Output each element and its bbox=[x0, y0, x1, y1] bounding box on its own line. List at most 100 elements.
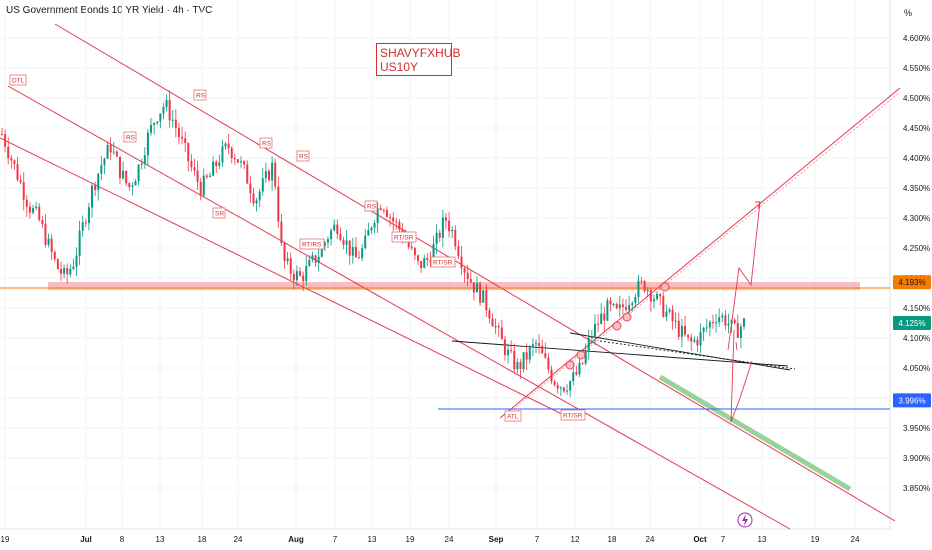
lightning-icon[interactable] bbox=[737, 512, 753, 528]
candle-body bbox=[227, 143, 230, 149]
candle-body bbox=[202, 175, 205, 196]
candle-body bbox=[696, 339, 699, 346]
candle-body bbox=[572, 372, 575, 382]
candle-body bbox=[38, 206, 41, 220]
candle-body bbox=[376, 208, 379, 223]
candle-body bbox=[528, 347, 531, 360]
candle-body bbox=[345, 240, 348, 245]
touch-circle bbox=[612, 321, 622, 331]
annotation-label: RT/SR bbox=[563, 413, 583, 420]
candle-body bbox=[603, 313, 606, 321]
candle-body bbox=[358, 257, 361, 259]
candle-body bbox=[361, 248, 364, 258]
x-tick-label: 13 bbox=[758, 535, 767, 544]
candle-body bbox=[382, 209, 385, 211]
annotation-box bbox=[364, 200, 378, 212]
candle-body bbox=[395, 221, 398, 223]
candle-body bbox=[410, 247, 413, 249]
candle-body bbox=[308, 259, 311, 266]
candle-body bbox=[63, 268, 66, 274]
candle-body bbox=[131, 185, 134, 188]
candle-body bbox=[600, 313, 603, 325]
watermark-line1: SHAVYFXHUB bbox=[380, 46, 461, 60]
candle-body bbox=[75, 255, 78, 267]
candle-body bbox=[168, 100, 171, 121]
price-badge-label: 4.193% bbox=[898, 278, 925, 287]
candle-body bbox=[330, 230, 333, 240]
annotation-label: RS bbox=[367, 204, 377, 211]
annotation-label: RS bbox=[196, 93, 206, 100]
candle-body bbox=[174, 119, 177, 128]
bearish-projection-path bbox=[730, 329, 753, 423]
candle-body bbox=[448, 220, 451, 232]
candle-body bbox=[264, 171, 267, 179]
candle-body bbox=[143, 155, 146, 164]
candle-body bbox=[109, 144, 112, 153]
candle-body bbox=[199, 182, 202, 196]
candle-body bbox=[150, 124, 153, 133]
candle-body bbox=[81, 222, 84, 231]
annotation-label: RT/RS bbox=[302, 242, 322, 249]
candle-body bbox=[547, 357, 550, 370]
candle-body bbox=[19, 179, 22, 183]
y-axis-ticks: 4.600% 4.550% 4.500% 4.450% 4.400% 4.350% 4.30… bbox=[903, 34, 930, 493]
candle-body bbox=[743, 318, 745, 327]
candle-body bbox=[267, 171, 270, 181]
candle-body bbox=[721, 315, 724, 318]
y-tick-label: 4.100% bbox=[903, 334, 930, 343]
candle-body bbox=[733, 319, 736, 324]
candle-body bbox=[460, 256, 463, 269]
price-badge-support bbox=[893, 393, 931, 408]
price-badge-resistance bbox=[893, 275, 931, 290]
y-tick-label: 4.350% bbox=[903, 184, 930, 193]
candle-body bbox=[485, 290, 488, 311]
annotation-label: RT/SR bbox=[394, 235, 414, 242]
candle-body bbox=[609, 300, 612, 305]
x-tick-label: 7 bbox=[333, 535, 338, 544]
x-tick-label: Jul bbox=[80, 535, 92, 544]
candle-body bbox=[690, 337, 693, 342]
candle-body bbox=[581, 362, 584, 364]
candle-body bbox=[184, 138, 187, 144]
watermark-label: SHAVYFXHUB US10Y bbox=[376, 43, 461, 76]
candle-body bbox=[7, 146, 10, 159]
candle-body bbox=[292, 273, 295, 281]
touch-circle bbox=[622, 312, 632, 322]
candle-body bbox=[457, 246, 460, 257]
candle-body bbox=[435, 232, 438, 244]
price-badge-label: 4.125% bbox=[898, 319, 925, 328]
candle-body bbox=[469, 279, 472, 283]
candle-body bbox=[687, 334, 690, 338]
y-tick-label: 3.900% bbox=[903, 454, 930, 463]
candle-body bbox=[379, 208, 382, 210]
candle-body bbox=[417, 255, 420, 261]
candle-body bbox=[84, 222, 87, 224]
resistance-zone bbox=[48, 282, 860, 290]
x-tick-label: 24 bbox=[646, 535, 655, 544]
candle-body bbox=[165, 100, 168, 107]
wedge-line-1 bbox=[451, 340, 789, 367]
candle-body bbox=[519, 362, 522, 369]
grid bbox=[0, 0, 890, 529]
candle-body bbox=[677, 320, 680, 337]
candle-body bbox=[348, 240, 351, 256]
candle-body bbox=[693, 339, 696, 342]
candle-body bbox=[258, 191, 261, 201]
bearish-projection-stub bbox=[735, 341, 738, 351]
x-tick-label: 8 bbox=[120, 535, 125, 544]
annotation-label: RS bbox=[126, 135, 136, 142]
candle-body bbox=[497, 326, 500, 328]
annotation-box bbox=[430, 256, 456, 268]
candle-body bbox=[534, 343, 537, 345]
candle-body bbox=[274, 162, 277, 187]
annotation-box bbox=[504, 410, 522, 422]
candle-body bbox=[500, 327, 503, 340]
candle-body bbox=[699, 331, 702, 346]
candle-body bbox=[336, 224, 339, 234]
candle-body bbox=[625, 307, 628, 310]
candle-body bbox=[367, 230, 370, 236]
candle-body bbox=[47, 238, 50, 245]
y-tick-label: 4.050% bbox=[903, 364, 930, 373]
candle-body bbox=[637, 280, 640, 297]
